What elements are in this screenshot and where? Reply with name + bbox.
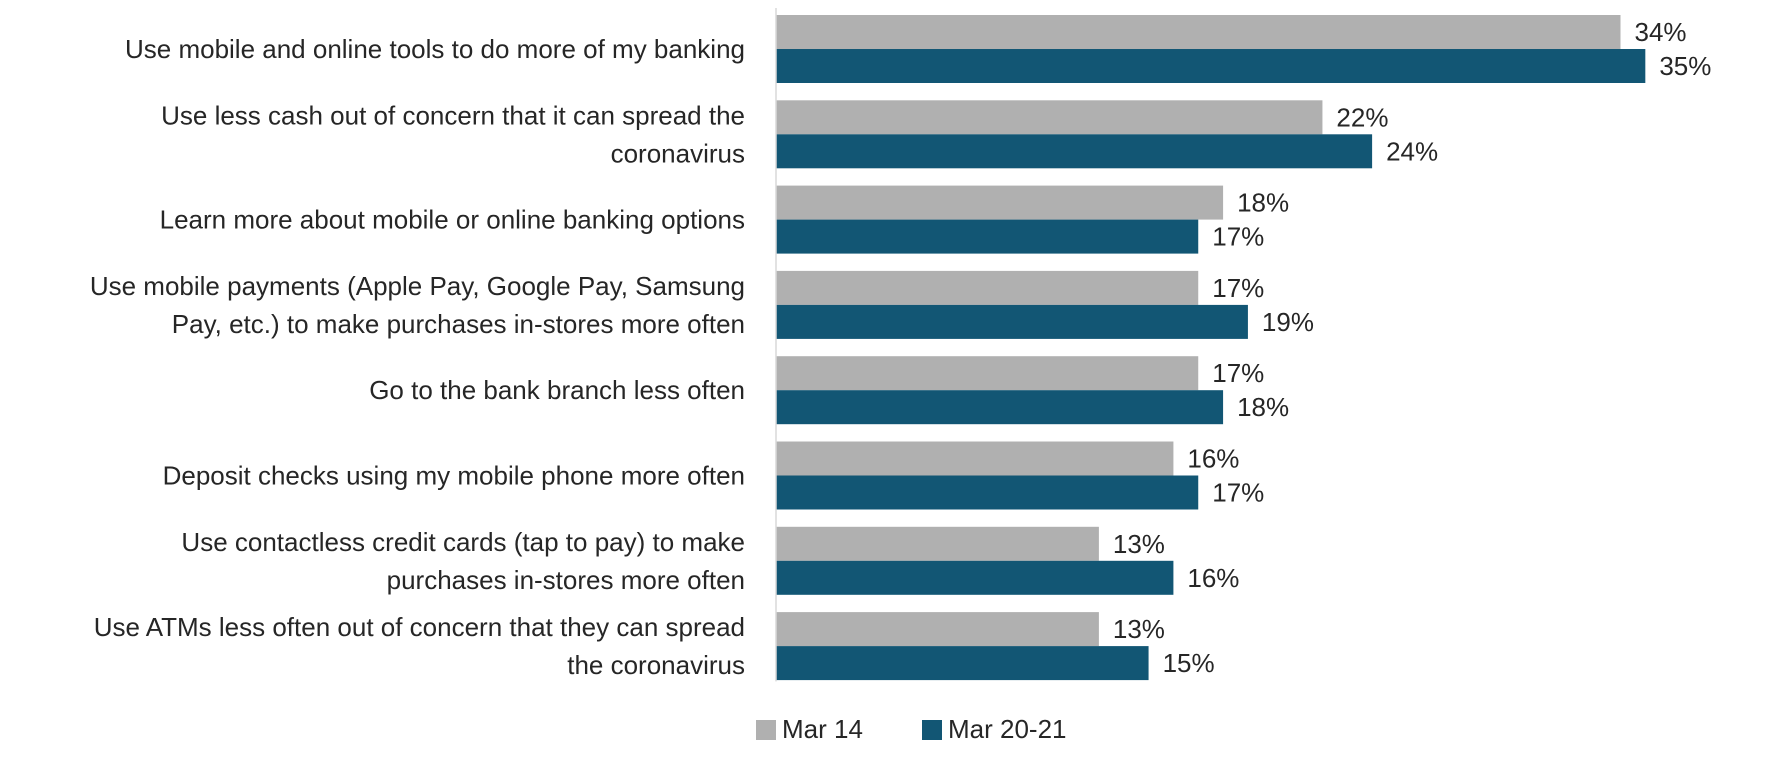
category-label: Go to the bank branch less often [369,375,745,405]
bar-mar-20-21 [776,49,1646,83]
value-label: 13% [1113,614,1165,644]
legend-label: Mar 20-21 [948,714,1067,744]
legend: Mar 14 Mar 20-21 [756,714,1067,744]
category-label-line: Deposit checks using my mobile phone mor… [163,461,745,491]
bar-mar-14 [776,100,1323,135]
value-label: 24% [1386,136,1438,166]
bar-mar-20-21 [776,134,1373,169]
category-labels: Use mobile and online tools to do more o… [90,34,745,680]
value-label: 18% [1237,188,1289,218]
category-label: Use contactless credit cards (tap to pay… [181,527,745,595]
bar-mar-14 [776,185,1224,220]
bar-mar-20-21 [776,560,1174,595]
bar-mar-14 [776,526,1099,561]
value-label: 18% [1237,392,1289,422]
bar-mar-20-21 [776,219,1199,254]
bar-mar-20-21 [776,390,1224,425]
category-label-line: Pay, etc.) to make purchases in-stores m… [172,309,745,339]
value-label: 34% [1634,17,1686,47]
category-label-line: coronavirus [611,138,745,168]
value-labels: 34% 35% 22% 24% 18% 17% 17% 19% 17% 18% 16% 17% 13% 1… [1113,17,1711,678]
value-label: 17% [1212,222,1264,252]
value-label: 16% [1187,444,1239,474]
legend-swatch [922,720,942,740]
category-label-line: Go to the bank branch less often [369,375,745,405]
value-label: 22% [1336,102,1388,132]
bar-mar-20-21 [776,304,1248,339]
value-label: 16% [1187,563,1239,593]
category-label: Use mobile and online tools to do more o… [125,34,745,64]
category-label-line: Use less cash out of concern that it can… [161,100,745,130]
category-label: Learn more about mobile or online bankin… [160,205,745,235]
value-label: 13% [1113,529,1165,559]
category-label-line: the coronavirus [567,650,745,680]
bar-mar-20-21 [776,475,1199,510]
value-label: 17% [1212,358,1264,388]
category-label-line: purchases in-stores more often [387,565,745,595]
value-label: 17% [1212,273,1264,303]
bar-mar-14 [776,612,1099,647]
category-label: Use less cash out of concern that it can… [161,100,745,168]
bar-mar-20-21 [776,646,1149,681]
bar-mar-14 [776,441,1174,476]
category-label: Use mobile payments (Apple Pay, Google P… [90,271,745,339]
category-label-line: Use contactless credit cards (tap to pay… [181,527,745,557]
category-label: Deposit checks using my mobile phone mor… [163,461,745,491]
category-label-line: Learn more about mobile or online bankin… [160,205,745,235]
legend-label: Mar 14 [782,714,863,744]
category-label: Use ATMs less often out of concern that … [94,612,745,680]
bar-mar-14 [776,270,1199,305]
bar-mar-14 [776,356,1199,391]
category-label-line: Use ATMs less often out of concern that … [94,612,745,642]
legend-swatch [756,720,776,740]
bar-mar-14 [776,15,1621,49]
category-label-line: Use mobile and online tools to do more o… [125,34,745,64]
value-label: 19% [1262,307,1314,337]
value-label: 17% [1212,478,1264,508]
value-label: 15% [1163,648,1215,678]
category-label-line: Use mobile payments (Apple Pay, Google P… [90,271,745,301]
bars [776,15,1646,681]
value-label: 35% [1659,51,1711,81]
